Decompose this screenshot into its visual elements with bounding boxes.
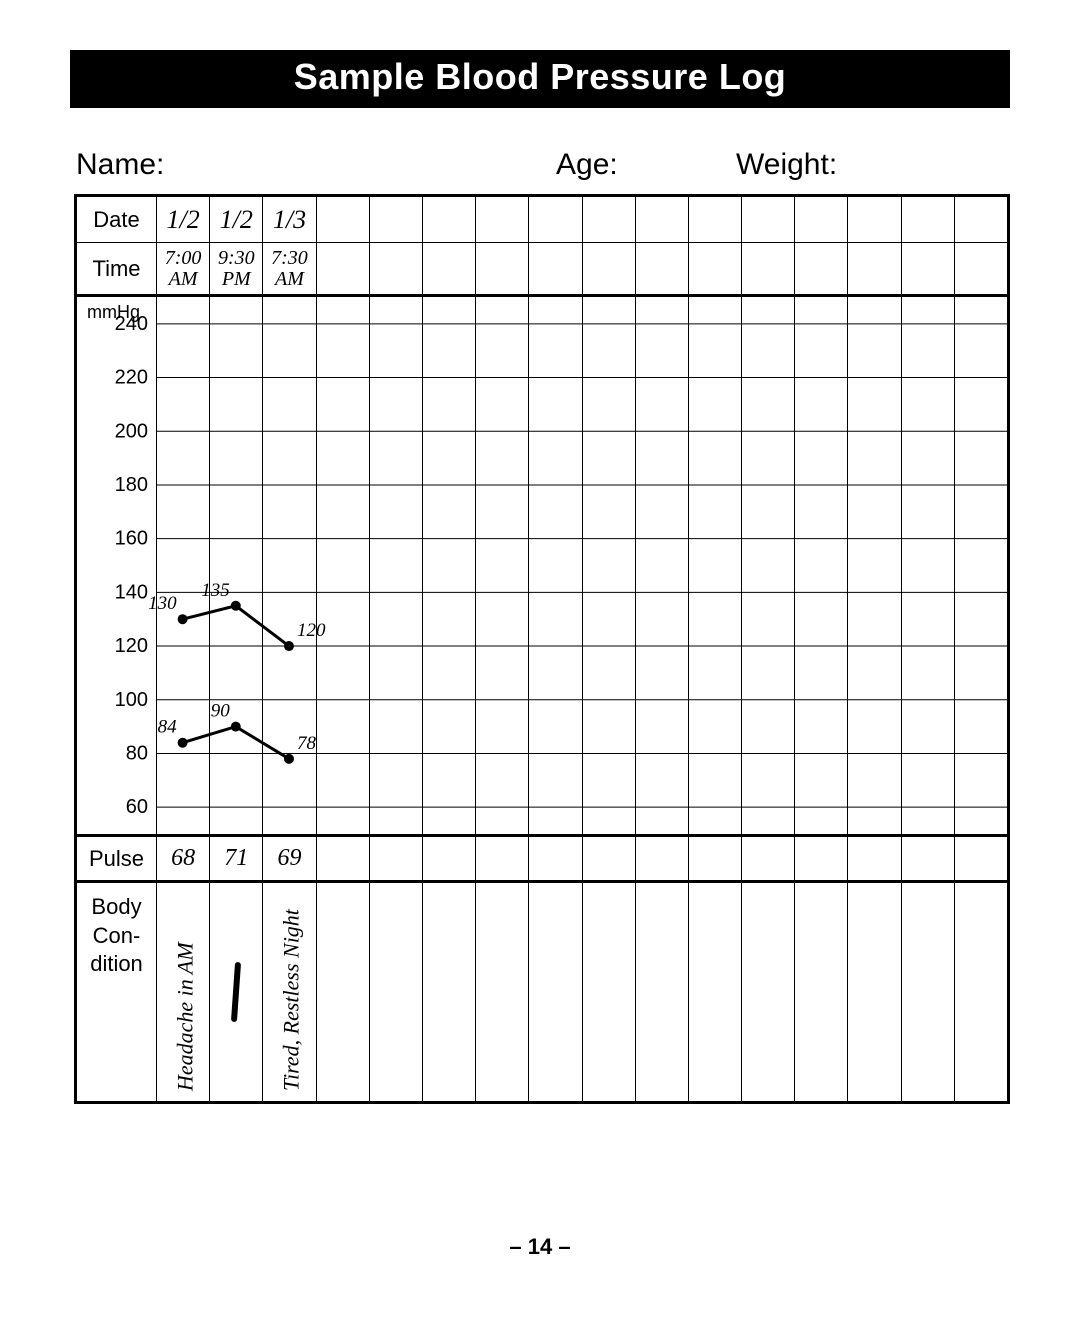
table-cell: [210, 883, 263, 1101]
table-cell: [742, 837, 795, 880]
table-cell: [317, 837, 370, 880]
table-cell: [529, 883, 582, 1101]
page-number: – 14 –: [0, 1234, 1080, 1260]
table-cell: 1/2: [210, 197, 263, 242]
table-cell: [636, 243, 689, 294]
table-cell: [423, 837, 476, 880]
table-cell: [848, 883, 901, 1101]
date-label: Date: [77, 197, 157, 242]
table-cell: [476, 243, 529, 294]
table-cell: [529, 837, 582, 880]
table-cell: [848, 837, 901, 880]
table-cell: [955, 243, 1007, 294]
table-cell: [370, 883, 423, 1101]
table-cell: 7:00 AM: [157, 243, 210, 294]
name-label: Name:: [76, 148, 556, 182]
table-cell: [370, 243, 423, 294]
table-cell: [370, 197, 423, 242]
table-cell: 71: [210, 837, 263, 880]
table-cell: [476, 883, 529, 1101]
table-cell: [317, 883, 370, 1101]
table-cell: [370, 837, 423, 880]
table-cell: [902, 837, 955, 880]
table-cell: [689, 197, 742, 242]
table-cell: [583, 243, 636, 294]
table-cell: [902, 197, 955, 242]
table-cell: [955, 837, 1007, 880]
table-cell: Tired, Restless Night: [263, 883, 316, 1101]
age-label: Age:: [556, 148, 736, 182]
dash-mark: [231, 962, 241, 1022]
table-cell: [848, 197, 901, 242]
table-cell: [848, 243, 901, 294]
bp-chart: mmHg 24022020018016014012010080601301351…: [77, 297, 1007, 837]
patient-info: Name: Age: Weight:: [70, 148, 1010, 182]
table-cell: [423, 197, 476, 242]
table-cell: [795, 837, 848, 880]
body-condition-label: Body Con- dition: [77, 883, 157, 1101]
table-cell: Headache in AM: [157, 883, 210, 1101]
table-cell: [742, 197, 795, 242]
weight-label: Weight:: [736, 148, 1004, 182]
table-cell: 7:30 AM: [263, 243, 316, 294]
body-condition-text: Headache in AM: [173, 942, 199, 1091]
table-cell: [583, 837, 636, 880]
table-cell: [902, 883, 955, 1101]
table-cell: [636, 837, 689, 880]
table-cell: [583, 883, 636, 1101]
time-label: Time: [77, 243, 157, 294]
table-cell: [742, 243, 795, 294]
table-cell: [636, 197, 689, 242]
table-cell: [955, 883, 1007, 1101]
y-axis-labels: mmHg: [77, 297, 157, 834]
table-cell: [583, 197, 636, 242]
table-cell: [529, 197, 582, 242]
table-cell: [423, 243, 476, 294]
table-cell: 9:30 PM: [210, 243, 263, 294]
table-cell: 1/2: [157, 197, 210, 242]
table-cell: 68: [157, 837, 210, 880]
table-cell: [689, 883, 742, 1101]
table-cell: [317, 197, 370, 242]
body-condition-text: Tired, Restless Night: [279, 909, 305, 1091]
table-cell: [423, 883, 476, 1101]
table-cell: [902, 243, 955, 294]
table-cell: [689, 243, 742, 294]
table-cell: [955, 197, 1007, 242]
table-cell: [795, 243, 848, 294]
table-cell: 69: [263, 837, 316, 880]
pulse-label: Pulse: [77, 837, 157, 880]
log-table: Date 1/21/21/3 Time 7:00 AM9:30 PM7:30 A…: [74, 194, 1010, 1104]
page-title: Sample Blood Pressure Log: [70, 50, 1010, 108]
table-cell: [636, 883, 689, 1101]
table-cell: 1/3: [263, 197, 316, 242]
table-cell: [795, 883, 848, 1101]
table-cell: [476, 197, 529, 242]
table-cell: [317, 243, 370, 294]
table-cell: [689, 837, 742, 880]
table-cell: [476, 837, 529, 880]
table-cell: [795, 197, 848, 242]
table-cell: [529, 243, 582, 294]
table-cell: [742, 883, 795, 1101]
